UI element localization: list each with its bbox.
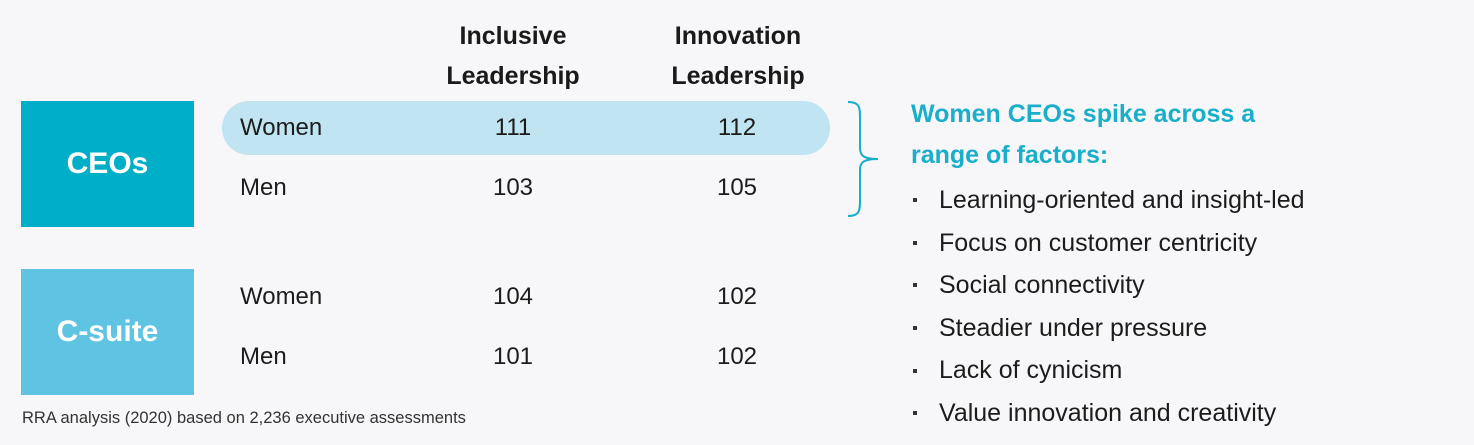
value-innovation: 112 [717,114,757,141]
bullet-icon [913,240,917,245]
factor-text: Steadier under pressure [939,313,1208,342]
highlight-pill [222,101,830,155]
list-item: Value innovation and creativity [910,392,1305,435]
row-label: Men [240,174,287,201]
value-inclusive: 101 [492,343,534,370]
column-header-innovation-leadership: Innovation Leadership [628,16,848,96]
list-item: Focus on customer centricity [910,222,1305,265]
factor-list: Learning-oriented and insight-led Focus … [910,179,1305,435]
value-innovation: 102 [716,343,758,370]
list-item: Steadier under pressure [910,307,1305,350]
bullet-icon [913,411,917,416]
bullet-icon [913,326,917,331]
factor-text: Value innovation and creativity [939,398,1277,427]
callout-line1: Women CEOs spike across a [911,100,1256,128]
list-item: Learning-oriented and insight-led [910,179,1305,222]
column-header-line1: Inclusive [459,22,567,50]
column-header-line2: Leadership [671,62,805,90]
list-item: Social connectivity [910,264,1305,307]
list-item: Lack of cynicism [910,349,1305,392]
bullet-icon [913,368,917,373]
value-innovation: 105 [716,174,758,201]
group-label-csuite: C-suite [21,269,194,395]
source-note: RRA analysis (2020) based on 2,236 execu… [22,409,466,427]
factor-text: Learning-oriented and insight-led [939,186,1305,214]
factor-text: Social connectivity [939,271,1145,300]
factor-text: Focus on customer centricity [939,228,1258,257]
column-header-inclusive-leadership: Inclusive Leadership [403,16,623,96]
callout-line2: range of factors: [911,141,1109,169]
group-label-text: C-suite [56,315,159,348]
value-inclusive: 111 [494,114,532,141]
factor-text: Lack of cynicism [939,356,1123,385]
table-row-ceos-men: Men 103 105 [0,168,880,208]
column-header-line2: Leadership [446,62,580,90]
group-label-ceos: CEOs [21,101,194,227]
row-label: Men [240,343,287,370]
table-row-csuite-women: Women 104 102 [0,277,880,317]
table-row-ceos-women: Women 111 112 [0,108,880,148]
value-innovation: 102 [716,283,758,310]
group-label-text: CEOs [66,147,149,180]
callout-heading: Women CEOs spike across a range of facto… [911,94,1331,176]
value-inclusive: 104 [492,283,534,310]
bullet-icon [913,283,917,288]
curly-brace-icon [847,101,879,217]
column-header-line1: Innovation [674,22,802,50]
row-label: Women [240,283,323,310]
table-row-csuite-men: Men 101 102 [0,337,880,377]
row-label: Women [240,114,323,141]
bullet-icon [913,198,917,203]
value-inclusive: 103 [492,174,534,201]
